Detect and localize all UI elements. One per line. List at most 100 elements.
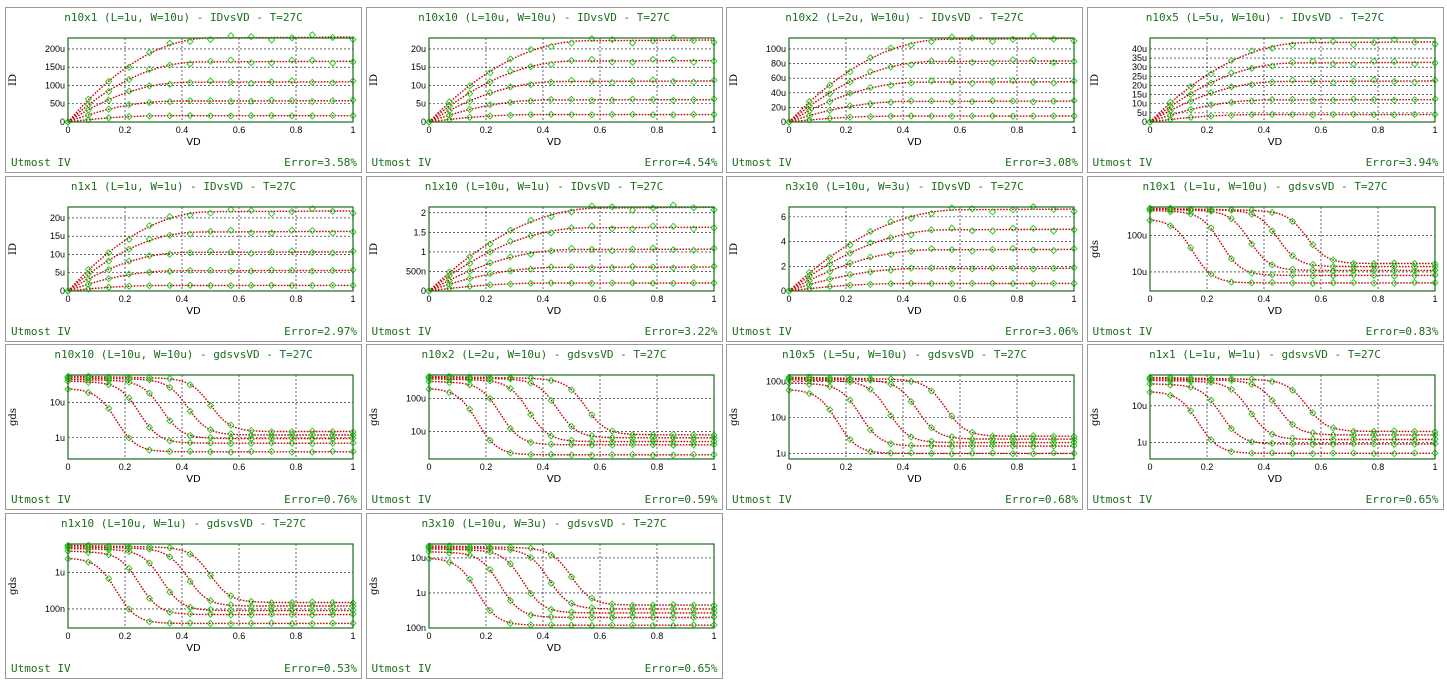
simulated-series-line	[428, 206, 714, 292]
measured-point	[166, 437, 174, 445]
measured-point	[485, 436, 494, 444]
simulated-series-line	[67, 269, 353, 292]
y-tick-label: 500n	[405, 266, 425, 276]
measured-point	[1009, 264, 1017, 272]
measured-point	[1247, 80, 1255, 89]
measured-point	[587, 263, 595, 271]
chart-panel: n1x10 (L=10u, W=1u) - gdsvsVD - T=27C gds…	[5, 512, 362, 679]
x-tick-label: 0.8	[290, 125, 303, 135]
x-axis-label: VD	[546, 305, 562, 317]
plot-frame	[788, 205, 1075, 292]
error-label: Error=3.08%	[1005, 156, 1078, 169]
chart-title: n1x10 (L=10u, W=1u) - IDvsVD - T=27C	[424, 179, 664, 193]
measured-point	[1009, 435, 1017, 443]
simulated-series-line	[1149, 209, 1435, 276]
measured-point	[145, 446, 154, 454]
measured-point	[567, 76, 575, 84]
measured-point	[648, 55, 657, 64]
measured-point	[267, 78, 276, 86]
measured-point	[288, 619, 296, 627]
measured-point	[826, 275, 834, 283]
simulated-series-line	[428, 550, 714, 618]
measured-point	[927, 263, 936, 272]
measured-point	[547, 278, 555, 287]
measured-point	[669, 56, 677, 64]
measured-point	[125, 542, 133, 551]
measured-point	[1288, 217, 1296, 225]
simulated-series-line	[428, 265, 714, 292]
measured-point	[628, 39, 636, 47]
simulated-series-line	[788, 207, 1074, 292]
measured-point	[988, 245, 997, 253]
measured-point	[1390, 427, 1398, 435]
measured-point	[206, 96, 215, 105]
measured-point	[907, 61, 915, 69]
measured-point	[1227, 375, 1235, 383]
simulated-series-line	[67, 250, 353, 292]
measured-point	[1369, 271, 1378, 279]
chart-title: n10x5 (L=5u, W=10u) - gdsvsVD - T=27C	[781, 348, 1028, 361]
measured-point	[567, 572, 575, 581]
measured-point	[84, 284, 92, 293]
measured-point	[125, 434, 133, 442]
measured-point	[846, 113, 854, 121]
y-tick-label: 10u	[410, 427, 425, 437]
measured-point	[227, 281, 235, 289]
measured-point	[567, 599, 575, 607]
measured-point	[329, 602, 337, 610]
x-tick-label: 0.8	[1371, 294, 1384, 304]
measured-point	[866, 426, 875, 434]
measured-point	[1288, 58, 1296, 67]
measured-point	[288, 266, 296, 274]
chart-title: n10x1 (L=1u, W=10u) - IDvsVD - T=27C	[64, 11, 303, 24]
measured-point	[465, 542, 473, 550]
y-tick-label: 35u	[1131, 53, 1146, 63]
measured-point	[1186, 374, 1194, 382]
measured-point	[887, 440, 895, 448]
simulated-series-line	[788, 376, 1074, 437]
measured-point	[329, 439, 337, 447]
measured-point	[526, 250, 534, 258]
measured-point	[785, 286, 793, 295]
measured-point	[689, 110, 697, 119]
measured-point	[506, 424, 514, 433]
measured-point	[186, 79, 194, 87]
measured-point	[1206, 436, 1215, 444]
measured-point	[526, 279, 534, 287]
y-tick-label: 10u	[50, 249, 65, 259]
x-tick-label: 0	[1147, 462, 1152, 472]
measured-point	[105, 256, 113, 265]
error-label: Error=3.94%	[1365, 156, 1439, 169]
chart-panel: n10x10 (L=10u, W=10u) - gdsvsVD - T=27C g…	[5, 344, 362, 510]
measured-point	[669, 245, 677, 253]
x-tick-label: 0.2	[840, 462, 853, 472]
measured-point	[329, 435, 337, 443]
measured-point	[1390, 262, 1398, 270]
measured-point	[805, 389, 813, 398]
measured-point	[247, 435, 255, 443]
measured-point	[186, 281, 194, 289]
measured-point	[927, 112, 936, 120]
error-label: Error=2.97%	[284, 324, 357, 338]
measured-point	[866, 385, 875, 394]
measured-point	[506, 279, 514, 288]
measured-point	[1308, 111, 1316, 119]
measured-point	[186, 618, 194, 627]
measured-point	[465, 82, 473, 90]
simulated-series-line	[1149, 383, 1435, 445]
measured-point	[907, 449, 915, 457]
measured-point	[1288, 111, 1296, 119]
measured-point	[267, 447, 276, 456]
measured-point	[805, 373, 813, 381]
x-tick-label: 0.4	[897, 294, 910, 304]
y-tick-label: 2	[781, 261, 786, 271]
measured-point	[125, 235, 133, 243]
measured-point	[125, 75, 133, 84]
x-tick-label: 0.2	[119, 125, 132, 135]
measured-point	[1009, 244, 1017, 252]
measured-point	[1247, 278, 1255, 286]
measured-point	[1329, 266, 1337, 275]
x-tick-label: 0.8	[650, 125, 663, 135]
measured-point	[805, 376, 813, 385]
